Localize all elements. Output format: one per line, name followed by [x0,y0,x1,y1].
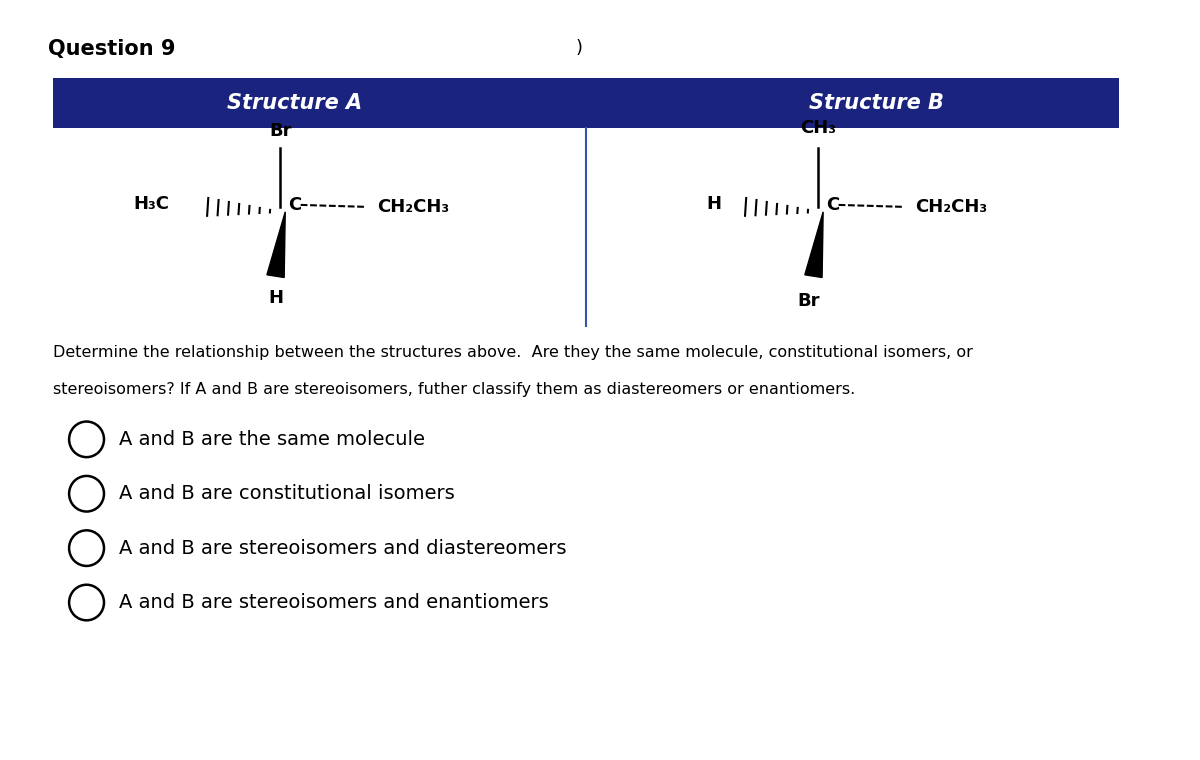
Polygon shape [805,212,823,277]
Text: A and B are constitutional isomers: A and B are constitutional isomers [119,484,455,503]
FancyBboxPatch shape [53,78,1118,128]
Text: A and B are the same molecule: A and B are the same molecule [119,430,425,449]
Text: CH₂CH₃: CH₂CH₃ [377,198,450,216]
Text: Structure B: Structure B [809,93,944,113]
Polygon shape [266,212,286,277]
Text: ): ) [576,39,583,57]
Text: C: C [288,196,301,214]
Text: CH₂CH₃: CH₂CH₃ [916,198,988,216]
Text: CH₃: CH₃ [800,119,836,137]
Text: Br: Br [269,122,292,140]
Text: A and B are stereoisomers and diastereomers: A and B are stereoisomers and diastereom… [119,539,566,558]
Text: Determine the relationship between the structures above.  Are they the same mole: Determine the relationship between the s… [53,345,972,360]
Text: H: H [268,289,283,307]
Text: A and B are stereoisomers and enantiomers: A and B are stereoisomers and enantiomer… [119,593,548,612]
Text: Br: Br [797,292,820,310]
Text: Structure A: Structure A [227,93,362,113]
Text: H: H [707,195,721,213]
Text: H₃C: H₃C [133,195,169,213]
Text: stereoisomers? If A and B are stereoisomers, futher classify them as diastereome: stereoisomers? If A and B are stereoisom… [53,382,854,397]
Text: Question 9: Question 9 [48,39,175,59]
Text: C: C [827,196,840,214]
